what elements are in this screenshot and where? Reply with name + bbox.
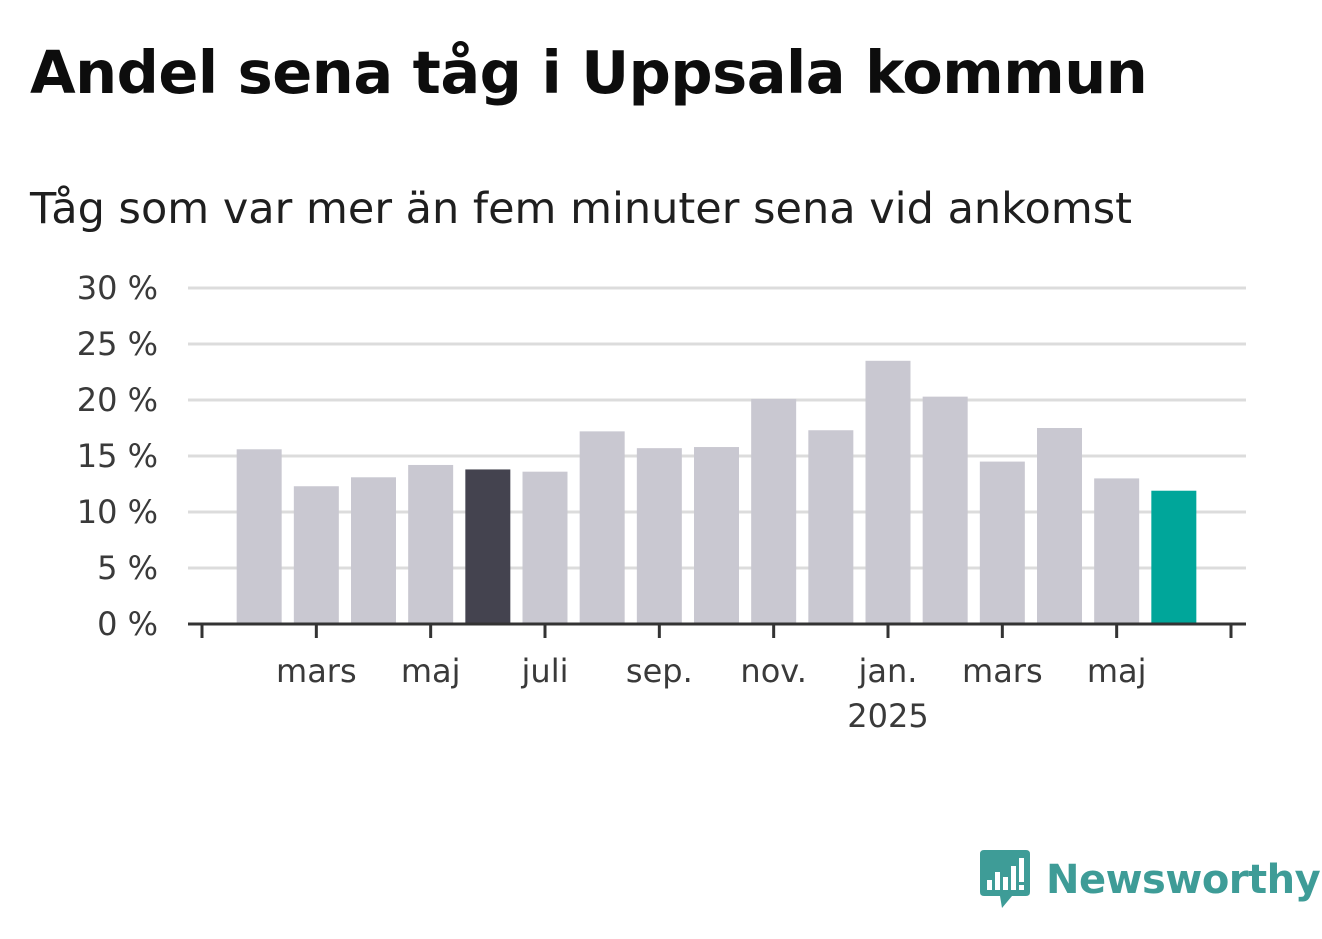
bar (694, 447, 739, 624)
y-tick-label: 25 % (77, 325, 158, 363)
x-tick-label: nov. (740, 652, 806, 690)
brand-name: Newsworthy (1046, 857, 1321, 903)
y-tick-label: 0 % (97, 605, 158, 643)
newsworthy-logo-icon (980, 850, 1030, 908)
y-axis-ticks: 0 % 5 % 10 % 15 % 20 % 25 % 30 % (77, 269, 158, 643)
chart-subtitle: Tåg som var mer än fem minuter sena vid … (30, 184, 1133, 234)
chart-title: Andel sena tåg i Uppsala kommun (30, 38, 1148, 107)
x-tick-label: jan. (858, 652, 918, 690)
bar (1094, 478, 1140, 624)
y-tick-label: 30 % (77, 269, 158, 307)
x-axis (188, 622, 1246, 638)
bar (293, 486, 339, 624)
x-tick-year-label: 2025 (847, 697, 928, 735)
bar (636, 448, 682, 624)
x-tick-label: mars (276, 652, 357, 690)
bar (979, 461, 1025, 624)
bar-highlight (465, 469, 511, 624)
x-tick-label: maj (401, 652, 461, 690)
bar (408, 464, 454, 624)
x-tick-label: mars (962, 652, 1043, 690)
bar (579, 431, 625, 624)
bar (808, 430, 854, 624)
bar (751, 398, 797, 624)
bar (922, 396, 968, 624)
x-tick-label: juli (521, 652, 569, 690)
bar (1037, 428, 1082, 624)
bar-latest (1151, 490, 1197, 624)
x-axis-labels: mars maj juli sep. nov. jan. 2025 mars maj (276, 652, 1146, 735)
bar (351, 477, 396, 624)
y-tick-label: 15 % (77, 437, 158, 475)
x-tick-label: maj (1087, 652, 1147, 690)
y-tick-label: 5 % (97, 549, 158, 587)
bar (865, 360, 911, 624)
bar (236, 449, 282, 624)
y-tick-label: 20 % (77, 381, 158, 419)
y-tick-label: 10 % (77, 493, 158, 531)
bars (236, 360, 1197, 624)
bar (522, 471, 568, 624)
x-tick-label: sep. (626, 652, 693, 690)
newsworthy-logo: Newsworthy (980, 850, 1321, 910)
